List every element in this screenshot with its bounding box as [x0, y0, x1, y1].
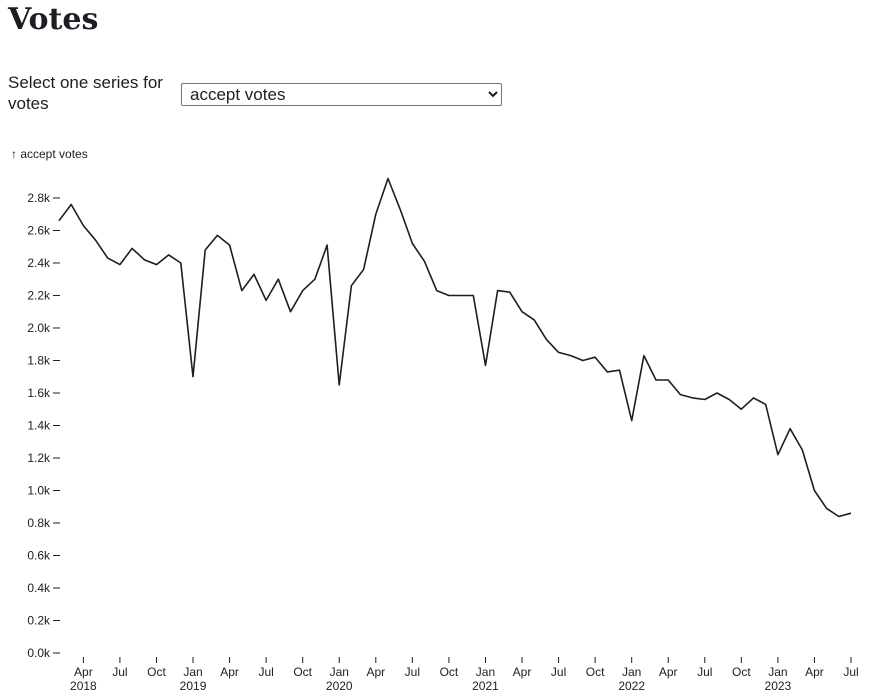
- x-tick-label: Apr: [659, 665, 678, 679]
- y-tick-label: 1.4k: [27, 418, 51, 432]
- y-tick-label: 2.6k: [27, 223, 51, 237]
- x-tick-label: Jan: [476, 665, 495, 679]
- y-tick-label: 2.0k: [27, 321, 51, 335]
- x-tick-year: 2018: [70, 679, 97, 693]
- x-tick-year: 2021: [472, 679, 499, 693]
- x-tick-year: 2020: [326, 679, 353, 693]
- y-tick-label: 0.0k: [27, 646, 51, 660]
- y-tick-label: 1.8k: [27, 353, 51, 367]
- x-tick-label: Jul: [843, 665, 858, 679]
- y-tick-label: 0.4k: [27, 581, 51, 595]
- x-tick-label: Jul: [405, 665, 420, 679]
- line: [58, 177, 852, 518]
- y-tick-label: 2.8k: [27, 191, 51, 205]
- y-tick-label: 0.2k: [27, 613, 51, 627]
- series-select[interactable]: accept votes: [181, 83, 502, 106]
- x-tick-label: Oct: [440, 665, 459, 679]
- x-tick-label: Apr: [74, 665, 93, 679]
- page-title: Votes: [8, 2, 99, 37]
- y-tick-label: 2.4k: [27, 256, 51, 270]
- x-tick-label: Jan: [622, 665, 641, 679]
- x-tick-label: Apr: [366, 665, 385, 679]
- x-tick-label: Jan: [330, 665, 349, 679]
- y-tick-label: 1.6k: [27, 386, 51, 400]
- x-tick-label: Jul: [697, 665, 712, 679]
- y-tick-label: 1.0k: [27, 483, 51, 497]
- x-tick-label: Apr: [513, 665, 532, 679]
- y-tick-label: 1.2k: [27, 451, 51, 465]
- x-tick-label: Oct: [147, 665, 166, 679]
- x-tick-label: Oct: [586, 665, 605, 679]
- y-tick-label: 0.6k: [27, 548, 51, 562]
- x-tick-year: 2023: [765, 679, 792, 693]
- x-tick-label: Jan: [183, 665, 202, 679]
- x-tick-label: Jul: [112, 665, 127, 679]
- x-tick-label: Jul: [551, 665, 566, 679]
- y-tick-label: 0.8k: [27, 516, 51, 530]
- x-tick-year: 2019: [180, 679, 207, 693]
- y-axis-label: ↑ accept votes: [11, 147, 88, 161]
- select-label: Select one series for votes: [8, 73, 163, 113]
- x-tick-label: Oct: [732, 665, 751, 679]
- y-tick-label: 2.2k: [27, 288, 51, 302]
- x-tick-label: Jan: [768, 665, 787, 679]
- x-tick-year: 2022: [618, 679, 645, 693]
- x-tick-label: Oct: [293, 665, 312, 679]
- x-tick-label: Jul: [258, 665, 273, 679]
- x-tick-label: Apr: [220, 665, 239, 679]
- x-tick-label: Apr: [805, 665, 824, 679]
